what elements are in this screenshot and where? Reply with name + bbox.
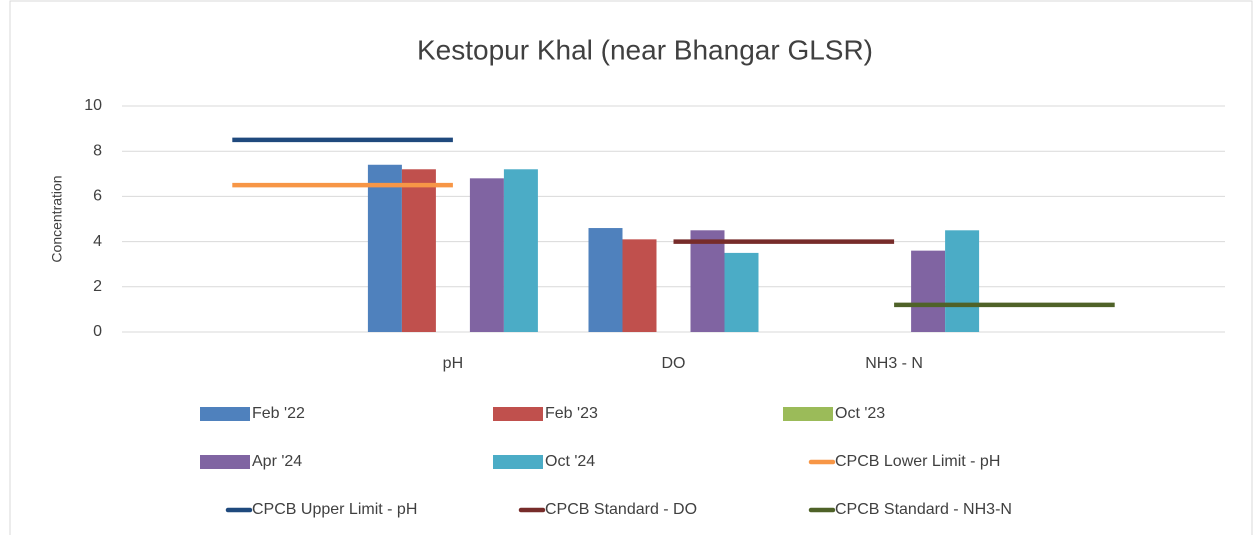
x-tick-label: NH3 - N: [865, 355, 923, 372]
y-tick-label: 0: [93, 323, 102, 340]
bar: [469, 178, 504, 332]
bar: [503, 169, 538, 332]
legend-label: CPCB Upper Limit - pH: [252, 501, 417, 518]
bar: [588, 228, 623, 332]
legend-label: Oct '23: [835, 405, 885, 422]
y-tick-label: 6: [93, 188, 102, 205]
legend-label: Feb '23: [545, 405, 598, 422]
y-axis-title: Concentration: [49, 175, 65, 262]
legend-swatch: [200, 407, 250, 421]
legend-label: Oct '24: [545, 453, 595, 470]
legend-label: CPCB Standard - NH3-N: [835, 501, 1012, 518]
bar: [724, 252, 759, 332]
bar: [945, 230, 980, 332]
legend-swatch: [783, 407, 833, 421]
legend-label: CPCB Standard - DO: [545, 501, 697, 518]
legend-label: Feb '22: [252, 405, 305, 422]
bar: [911, 250, 946, 332]
y-tick-label: 4: [93, 233, 102, 250]
y-tick-label: 8: [93, 142, 102, 159]
y-tick-label: 2: [93, 278, 102, 295]
chart-title: Kestopur Khal (near Bhangar GLSR): [417, 34, 873, 65]
bar: [690, 230, 725, 332]
bar: [367, 164, 402, 332]
x-tick-label: pH: [443, 355, 463, 372]
bar: [401, 169, 436, 332]
legend-swatch: [493, 455, 543, 469]
legend-swatch: [200, 455, 250, 469]
legend-label: Apr '24: [252, 453, 302, 470]
y-tick-label: 10: [84, 97, 102, 114]
legend-label: CPCB Lower Limit - pH: [835, 453, 1000, 470]
legend-swatch: [493, 407, 543, 421]
x-tick-label: DO: [662, 355, 686, 372]
bar: [622, 239, 657, 332]
